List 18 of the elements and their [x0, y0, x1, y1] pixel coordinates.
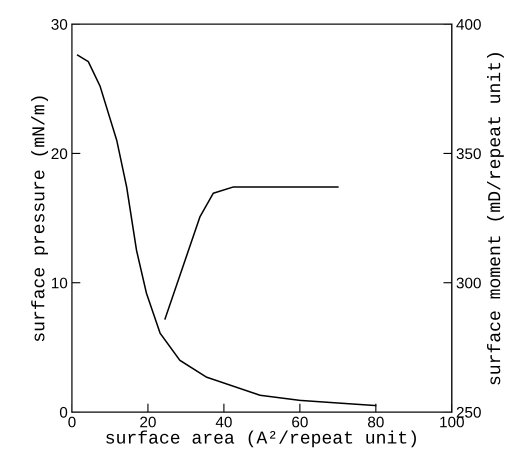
x-tick-label: 20: [140, 416, 156, 428]
x-tick-label: 40: [216, 416, 232, 428]
y-tick-label: 10: [52, 278, 68, 288]
y2-tick-label: 250: [456, 406, 481, 418]
y2-tick-label: 350: [456, 148, 481, 160]
x-tick-label: 0: [68, 416, 76, 428]
y-tick-label: 0: [60, 406, 68, 418]
y-tick-label: 20: [52, 148, 68, 160]
y2-tick-label: 400: [456, 18, 481, 30]
y2-tick-label: 300: [456, 278, 481, 288]
y2-axis-title: surface moment (mD/repeat unit): [487, 53, 504, 385]
line-series: [164, 186, 339, 320]
y-tick-label: 30: [51, 18, 68, 30]
x-tick-label: 100: [440, 416, 464, 428]
x-tick-label: 80: [368, 416, 384, 428]
y-axis-title: surface pressure (mN/m): [31, 96, 48, 342]
x-tick-label: 60: [292, 416, 308, 428]
x-axis-title: surface area (A²/repeat unit): [106, 430, 416, 448]
